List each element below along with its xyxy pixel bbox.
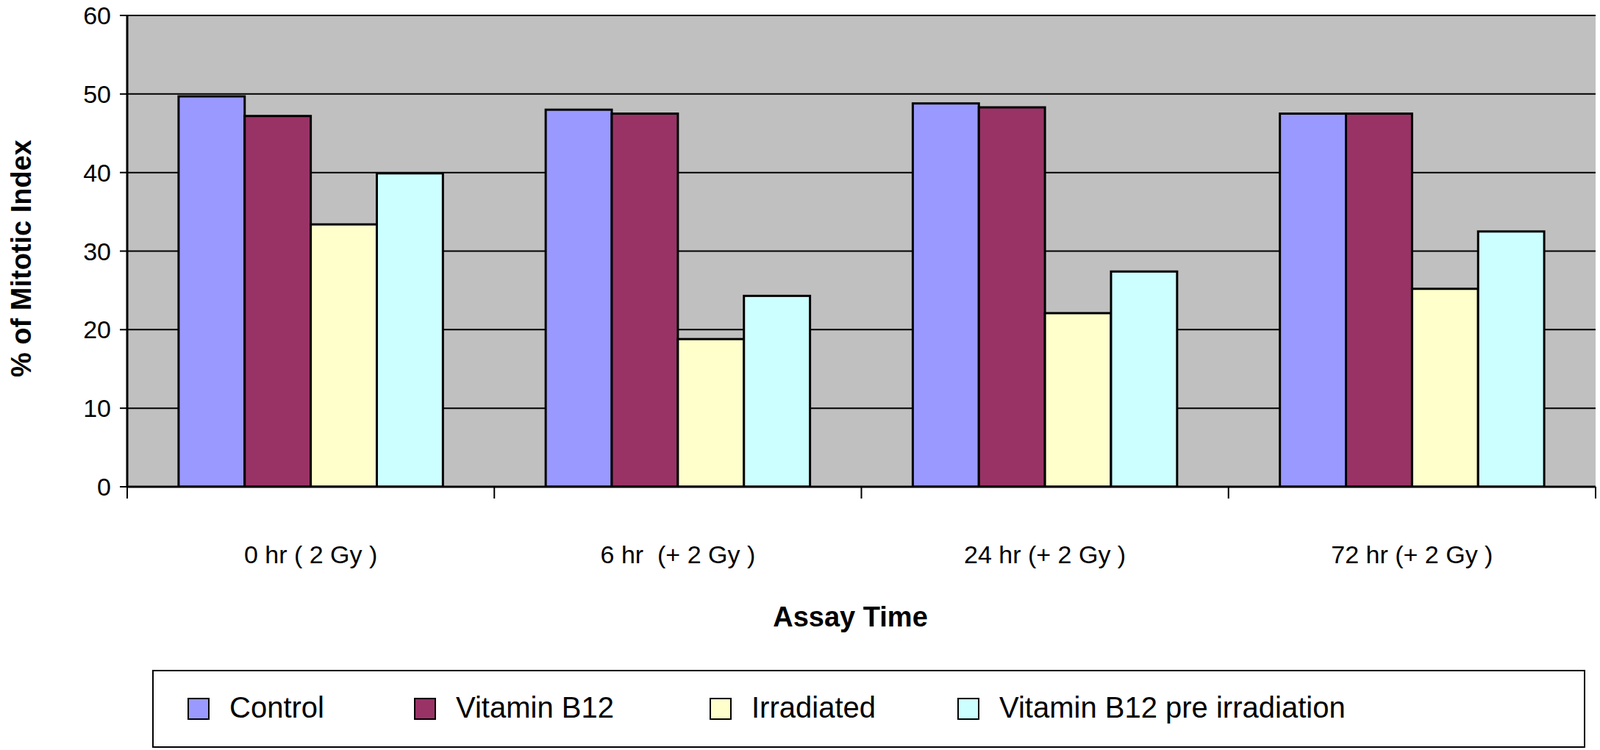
legend-label: Irradiated: [751, 691, 876, 724]
y-axis-title: % of Mitotic Index: [5, 139, 37, 378]
bar: [545, 109, 612, 487]
legend-swatch: [710, 698, 731, 720]
bar: [1280, 113, 1347, 487]
bar: [611, 113, 678, 487]
legend-swatch: [188, 698, 209, 720]
y-tick-label: 10: [83, 394, 112, 423]
bar: [178, 96, 245, 487]
bar: [244, 116, 312, 487]
legend-label: Control: [229, 691, 325, 724]
x-tick: [1594, 486, 1597, 499]
x-tick-label: 6 hr (+ 2 Gy ): [600, 540, 756, 569]
x-axis-title: Assay Time: [772, 601, 928, 633]
bar: [744, 295, 811, 487]
y-tick-label: 60: [83, 1, 112, 30]
x-tick-label: 0 hr ( 2 Gy ): [244, 540, 378, 569]
legend: [152, 670, 1585, 748]
bar: [978, 107, 1045, 487]
bar: [376, 173, 443, 487]
bar: [1477, 231, 1545, 487]
bar: [311, 224, 378, 487]
bar: [1411, 288, 1478, 487]
bars: [178, 96, 1545, 487]
y-tick-label: 0: [97, 472, 112, 501]
legend-swatch: [958, 698, 979, 720]
bar: [912, 103, 979, 487]
chart: 0 10 20 30 40 50 60 0 hr ( 2 Gy ) 6 hr (+ 2 Gy )…: [0, 0, 1600, 750]
legend-label: Vitamin B12: [455, 691, 614, 724]
grid-line: [127, 14, 1596, 17]
bar: [1044, 313, 1112, 487]
x-tick-label: 72 hr (+ 2 Gy ): [1330, 540, 1493, 569]
y-tick-label: 50: [83, 80, 112, 109]
bar: [1346, 113, 1413, 487]
y-tick-label: 30: [83, 237, 112, 266]
plot-area: [127, 15, 1596, 487]
x-tick-label: 24 hr (+ 2 Gy ): [963, 540, 1126, 569]
y-tick-label: 40: [83, 158, 112, 187]
bar: [1111, 271, 1178, 487]
grid-line: [127, 93, 1596, 95]
bar: [677, 338, 745, 487]
x-tick: [493, 486, 495, 499]
x-tick: [861, 486, 863, 499]
x-tick: [1227, 486, 1230, 499]
x-tick: [126, 486, 128, 499]
legend-swatch: [414, 698, 436, 720]
y-axis: [126, 15, 129, 487]
legend-label: Vitamin B12 pre irradiation: [999, 691, 1346, 724]
y-tick-label: 20: [83, 315, 112, 344]
